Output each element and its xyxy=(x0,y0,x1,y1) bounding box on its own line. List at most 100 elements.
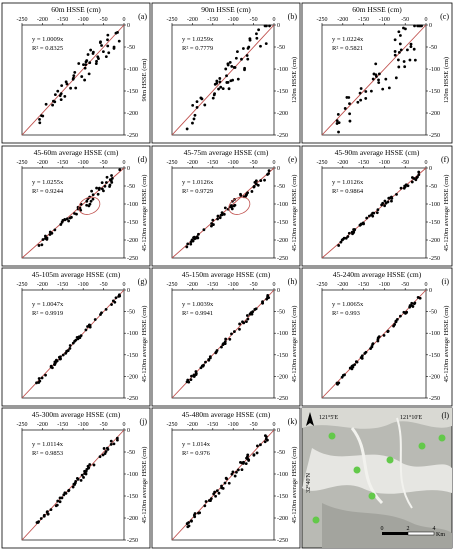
data-point xyxy=(259,179,263,182)
outlier-ellipse xyxy=(228,196,251,215)
data-point xyxy=(236,50,239,54)
data-point xyxy=(65,217,69,221)
y-tick-label: 0 xyxy=(127,288,130,294)
panel-title: 45-90m average HSSE (cm) xyxy=(335,148,420,157)
panel-j: 45-300m average HSSE (cm) (j) -250 -200 -150… xyxy=(1,407,151,549)
data-point xyxy=(207,358,211,362)
data-point xyxy=(64,80,68,84)
data-point xyxy=(215,349,219,352)
data-point xyxy=(212,492,216,496)
data-point xyxy=(91,197,95,201)
x-tick-label: -200 xyxy=(187,160,198,166)
data-point xyxy=(231,470,235,474)
data-point xyxy=(410,180,414,184)
y-tick-label: -150 xyxy=(127,494,138,500)
data-point xyxy=(69,86,73,90)
data-point xyxy=(263,178,266,182)
panel-border xyxy=(301,145,453,267)
data-point xyxy=(210,222,214,225)
data-point xyxy=(371,77,375,81)
data-point xyxy=(207,499,211,502)
data-point xyxy=(406,184,410,188)
data-point xyxy=(398,42,402,46)
x-tick-label: -250 xyxy=(317,17,328,23)
y-tick-label: -150 xyxy=(277,353,288,359)
regression-equation: y = 1.0114x xyxy=(32,441,64,448)
panel-border xyxy=(1,407,151,549)
data-point xyxy=(226,63,230,67)
data-point xyxy=(220,484,223,488)
y-tick-label: -50 xyxy=(127,45,135,51)
data-point xyxy=(99,313,102,316)
data-point xyxy=(254,179,258,183)
x-tick-label: -100 xyxy=(228,282,239,288)
data-point xyxy=(409,45,413,49)
x-tick-label: -50 xyxy=(250,17,258,23)
data-point xyxy=(38,117,41,121)
data-point xyxy=(383,199,387,203)
data-point xyxy=(103,184,107,188)
data-point xyxy=(98,455,102,459)
data-point xyxy=(215,489,219,493)
data-point xyxy=(343,107,347,110)
data-point xyxy=(245,314,249,317)
data-point xyxy=(417,24,421,28)
x-tick-label: -250 xyxy=(167,422,178,428)
y-tick-label: -100 xyxy=(429,331,440,337)
y-tick-label: 0 xyxy=(127,23,130,29)
data-point xyxy=(37,381,41,384)
data-point xyxy=(37,377,41,380)
x-tick-label: -250 xyxy=(167,282,178,288)
data-point xyxy=(72,74,76,78)
data-point xyxy=(372,211,376,215)
plot-frame xyxy=(321,167,427,259)
data-point xyxy=(252,453,256,457)
data-point xyxy=(88,202,92,206)
regression-equation: y = 1.0259x xyxy=(182,36,214,43)
data-point xyxy=(218,80,222,84)
data-point xyxy=(67,219,70,223)
y-tick-label: -200 xyxy=(429,111,440,117)
data-point xyxy=(345,96,349,99)
panel-letter: (f) xyxy=(441,155,449,164)
data-point xyxy=(382,333,386,337)
y-axis-label: 45-120m average HSSE (cm) xyxy=(291,306,298,383)
data-point xyxy=(233,474,237,478)
data-point xyxy=(101,453,105,457)
y-tick-label: -50 xyxy=(429,184,437,190)
data-point xyxy=(116,31,119,34)
data-point xyxy=(416,296,420,299)
data-point xyxy=(68,344,72,347)
data-point xyxy=(390,199,393,203)
x-tick-label: -50 xyxy=(100,17,108,23)
regression-equation: y = 1.0047x xyxy=(32,301,64,308)
data-point xyxy=(342,236,346,240)
x-tick-label: -200 xyxy=(37,17,48,23)
data-point xyxy=(358,91,362,95)
data-point xyxy=(49,508,53,512)
x-tick-label: -250 xyxy=(317,160,328,166)
y-axis-label: 45-120m average HSSE (cm) xyxy=(443,175,450,252)
x-tick-label: -50 xyxy=(100,422,108,428)
x-tick-label: -100 xyxy=(228,422,239,428)
data-point xyxy=(93,318,97,321)
data-point xyxy=(56,499,60,503)
panel-border xyxy=(1,145,151,267)
data-point xyxy=(397,30,401,34)
data-point xyxy=(348,119,352,123)
x-tick-label: -250 xyxy=(17,282,28,288)
data-point xyxy=(91,52,95,55)
data-point xyxy=(64,351,68,355)
x-tick-label: -100 xyxy=(228,160,239,166)
y-tick-label: -250 xyxy=(429,133,440,139)
data-point xyxy=(83,469,87,473)
data-point xyxy=(189,242,193,246)
data-point xyxy=(219,85,223,89)
data-point xyxy=(224,476,228,480)
x-tick-label: -250 xyxy=(167,17,178,23)
data-point xyxy=(225,81,229,84)
plot-frame xyxy=(171,429,275,541)
panel-c: 60m HSSE (cm) (c) -250 -200 -150 -100 -50 00 -50… xyxy=(301,2,453,144)
latitude-label: 32°40'N xyxy=(305,472,312,492)
